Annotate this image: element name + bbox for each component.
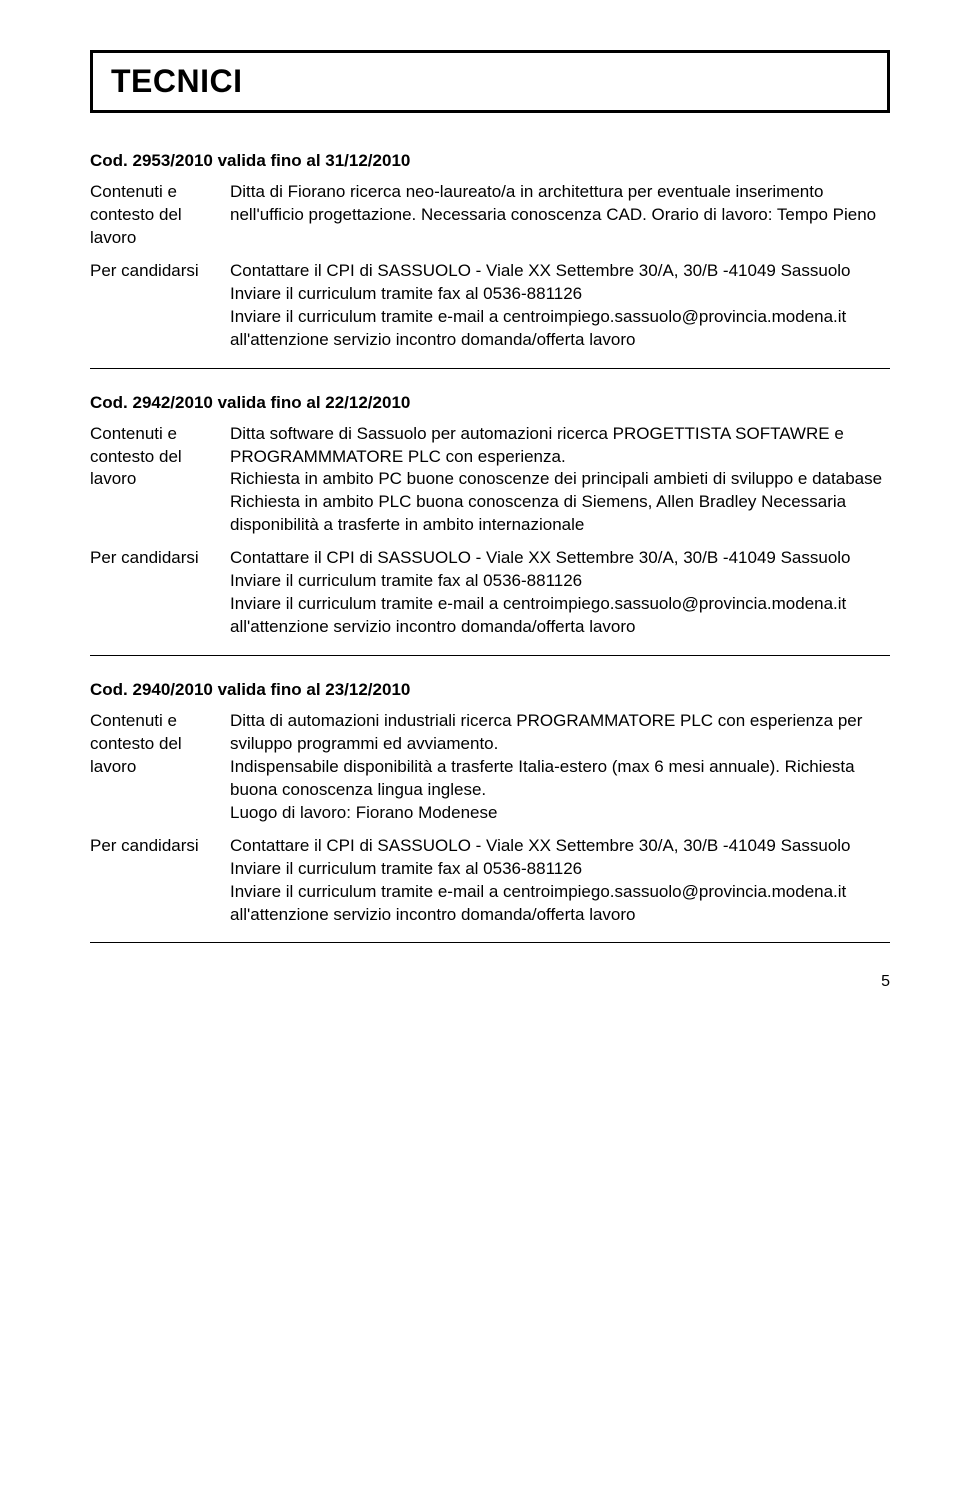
job-listing: Cod. 2940/2010 valida fino al 23/12/2010… (90, 680, 890, 926)
content-row: Contenuti e contesto del lavoro Ditta di… (90, 181, 890, 250)
listing-code: Cod. 2953/2010 valida fino al 31/12/2010 (90, 151, 890, 171)
listing-code: Cod. 2942/2010 valida fino al 22/12/2010 (90, 393, 890, 413)
apply-label: Per candidarsi (90, 547, 230, 639)
content-label: Contenuti e contesto del lavoro (90, 423, 230, 538)
apply-label: Per candidarsi (90, 260, 230, 352)
apply-text: Contattare il CPI di SASSUOLO - Viale XX… (230, 547, 890, 639)
content-text: Ditta di automazioni industriali ricerca… (230, 710, 890, 825)
page-number: 5 (90, 973, 890, 991)
separator (90, 655, 890, 656)
job-listing: Cod. 2942/2010 valida fino al 22/12/2010… (90, 393, 890, 639)
page: TECNICI Cod. 2953/2010 valida fino al 31… (0, 0, 960, 1021)
separator (90, 368, 890, 369)
apply-text: Contattare il CPI di SASSUOLO - Viale XX… (230, 835, 890, 927)
content-label: Contenuti e contesto del lavoro (90, 181, 230, 250)
title-box: TECNICI (90, 50, 890, 113)
content-row: Contenuti e contesto del lavoro Ditta di… (90, 710, 890, 825)
page-title: TECNICI (111, 63, 869, 100)
listing-code: Cod. 2940/2010 valida fino al 23/12/2010 (90, 680, 890, 700)
content-label: Contenuti e contesto del lavoro (90, 710, 230, 825)
content-text: Ditta di Fiorano ricerca neo-laureato/a … (230, 181, 890, 250)
apply-row: Per candidarsi Contattare il CPI di SASS… (90, 547, 890, 639)
job-listing: Cod. 2953/2010 valida fino al 31/12/2010… (90, 151, 890, 352)
apply-text: Contattare il CPI di SASSUOLO - Viale XX… (230, 260, 890, 352)
content-text: Ditta software di Sassuolo per automazio… (230, 423, 890, 538)
apply-label: Per candidarsi (90, 835, 230, 927)
content-row: Contenuti e contesto del lavoro Ditta so… (90, 423, 890, 538)
apply-row: Per candidarsi Contattare il CPI di SASS… (90, 835, 890, 927)
separator (90, 942, 890, 943)
apply-row: Per candidarsi Contattare il CPI di SASS… (90, 260, 890, 352)
